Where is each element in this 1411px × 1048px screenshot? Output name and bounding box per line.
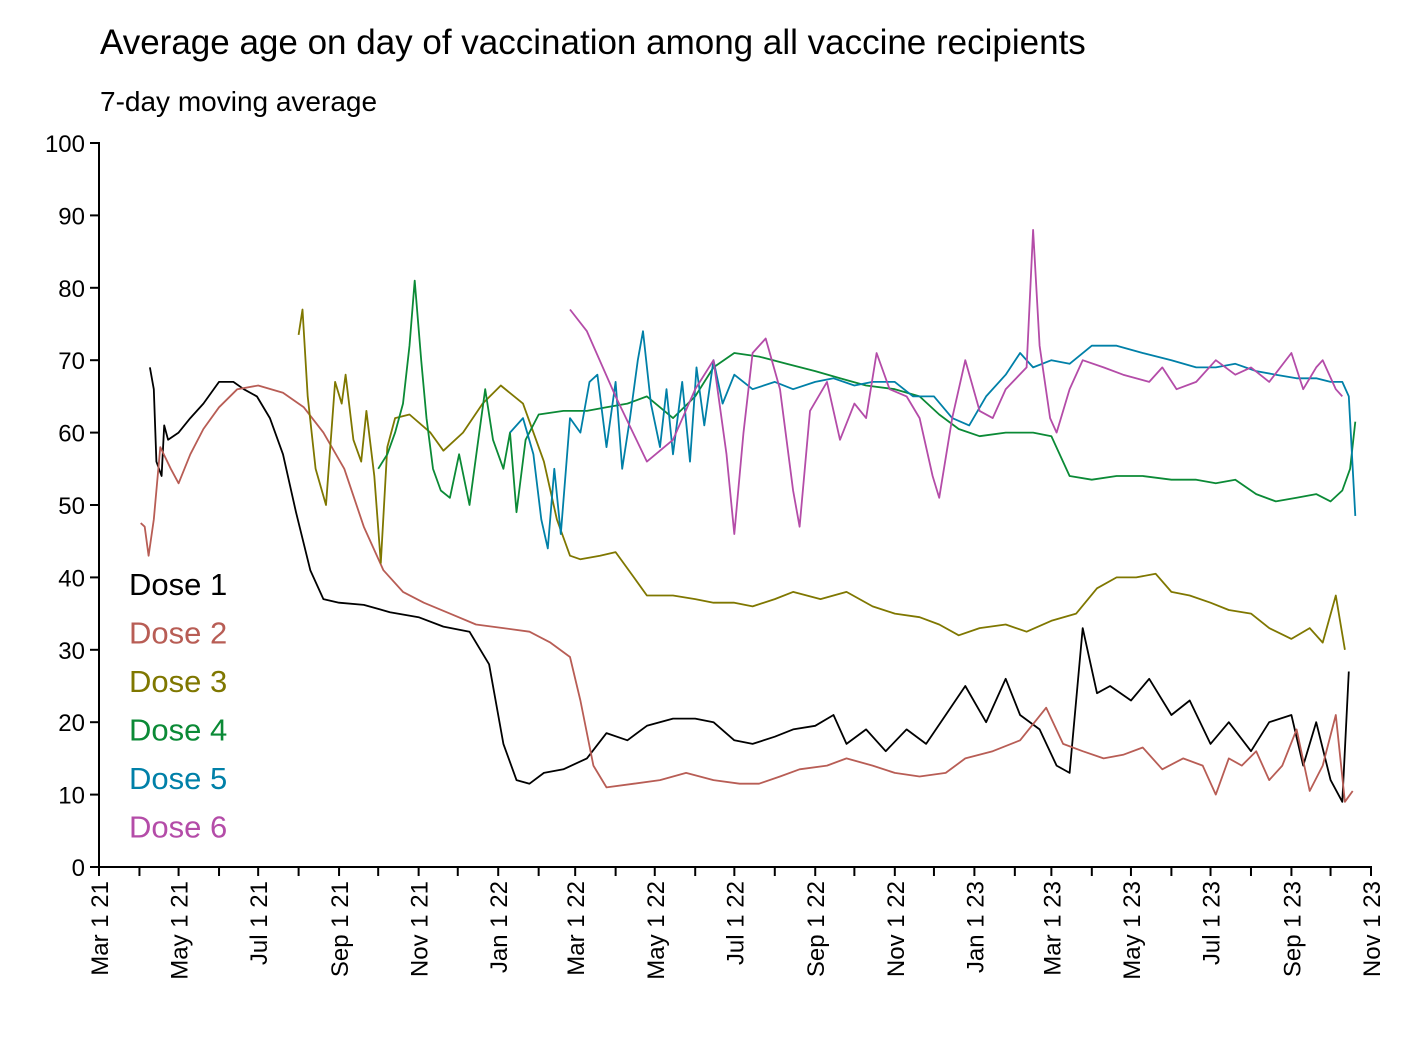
x-tick-label: Jan 1 22 [486, 881, 513, 973]
y-tick-label: 70 [58, 348, 85, 375]
series-line-dose-5 [509, 330, 1357, 550]
plot-area [140, 229, 1357, 803]
x-tick-label: Jul 1 23 [1199, 881, 1226, 965]
x-tick-label: May 1 21 [167, 881, 194, 980]
y-tick-label: 10 [58, 783, 85, 810]
y-tick-label: 90 [58, 203, 85, 230]
x-axis: Mar 1 21 May 1 21 Jul 1 21 Sep 1 21 Nov 1 21… [87, 866, 1386, 980]
series-line-dose-6 [569, 229, 1343, 535]
x-tick-label: Nov 1 23 [1359, 881, 1386, 977]
x-tick-label: Nov 1 22 [883, 881, 910, 977]
x-tick-label: Sep 1 22 [803, 881, 830, 977]
y-tick-label: 50 [58, 493, 85, 520]
y-tick-label: 40 [58, 565, 85, 592]
series-line-dose-4 [377, 279, 1357, 514]
x-tick-label: Sep 1 21 [327, 881, 354, 977]
legend: Dose 1 Dose 2 Dose 3 Dose 4 Dose 5 Dose 6 [129, 567, 227, 845]
x-tick-label: Mar 1 22 [563, 881, 590, 976]
series-line-dose-2 [140, 384, 1354, 803]
x-tick-label: May 1 22 [643, 881, 670, 980]
chart-subtitle: 7-day moving average [100, 86, 377, 117]
x-tick-label: Mar 1 21 [87, 881, 114, 976]
y-axis: 0 10 20 30 40 50 60 70 80 90 100 [45, 131, 100, 882]
legend-item-dose-6: Dose 6 [129, 810, 227, 845]
x-tick-label: May 1 23 [1119, 881, 1146, 980]
x-tick-label: Jul 1 22 [722, 881, 749, 965]
legend-item-dose-1: Dose 1 [129, 567, 227, 602]
y-tick-label: 0 [72, 855, 85, 882]
x-tick-label: Jan 1 23 [962, 881, 989, 973]
series-line-dose-3 [297, 308, 1346, 650]
y-tick-label: 100 [45, 131, 85, 158]
legend-item-dose-4: Dose 4 [129, 713, 227, 748]
legend-item-dose-2: Dose 2 [129, 616, 227, 651]
y-tick-label: 80 [58, 276, 85, 303]
y-tick-label: 60 [58, 421, 85, 448]
y-tick-label: 30 [58, 638, 85, 665]
x-tick-label: Jul 1 21 [246, 881, 273, 965]
x-tick-label: Nov 1 21 [407, 881, 434, 977]
x-tick-label: Mar 1 23 [1039, 881, 1066, 976]
legend-item-dose-5: Dose 5 [129, 761, 227, 796]
series-line-dose-1 [149, 367, 1350, 803]
legend-item-dose-3: Dose 3 [129, 664, 227, 699]
x-tick-label: Sep 1 23 [1279, 881, 1306, 977]
y-tick-label: 20 [58, 710, 85, 737]
chart-title: Average age on day of vaccination among … [100, 23, 1086, 62]
